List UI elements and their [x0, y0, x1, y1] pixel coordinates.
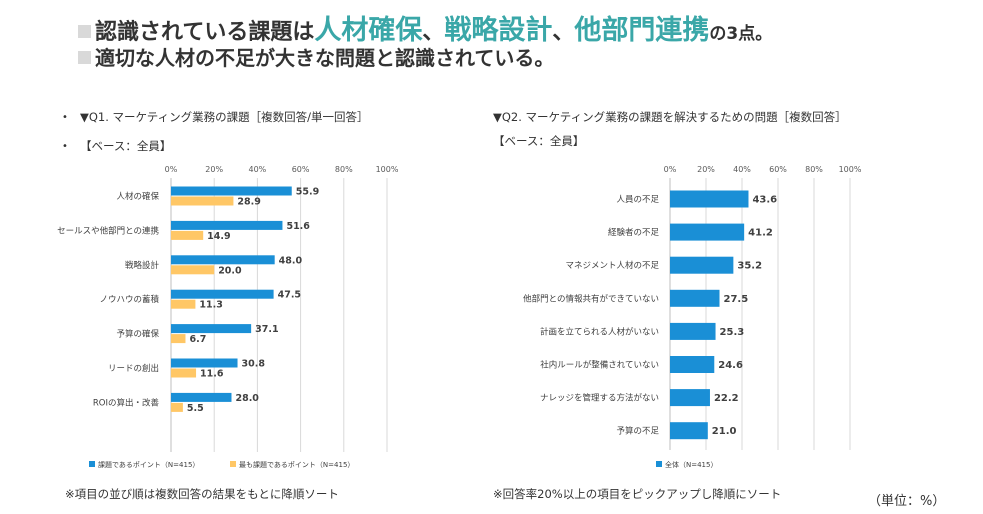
- unit-label: （単位：%）: [868, 494, 946, 509]
- headline-prefix: 認識されている課題は: [95, 20, 315, 45]
- q1-bar: [171, 289, 274, 299]
- q2-data-label: 43.6: [752, 195, 777, 206]
- q1-bar: [171, 220, 283, 230]
- right-chart-base: 【ベース：全員】: [493, 134, 585, 148]
- q1-data-label: 11.3: [199, 300, 222, 311]
- headline-suffix: の3点。: [709, 24, 773, 44]
- q1-data-label: 11.6: [200, 369, 224, 380]
- q2-bar: [670, 356, 715, 373]
- q1-bar: [171, 186, 292, 196]
- q1-bar: [171, 368, 197, 378]
- q1-category-label: ノウハウの蓄積: [99, 294, 159, 305]
- q1-data-label: 14.9: [207, 231, 230, 242]
- q2-x-tick-label: 20%: [697, 165, 715, 174]
- q1-x-tick-label: 60%: [292, 165, 310, 174]
- q1-bar: [171, 334, 186, 344]
- q1-bar: [171, 196, 234, 206]
- q2-x-tick-label: 0%: [664, 165, 677, 174]
- q1-legend-label: 最も課題であるポイント（N=415）: [239, 460, 354, 469]
- q1-data-label: 47.5: [278, 290, 301, 301]
- q2-data-label: 25.3: [720, 327, 745, 338]
- q1-bar: [171, 392, 232, 402]
- q1-legend-swatch: [230, 461, 236, 467]
- q2-legend-label: 全体（N=415）: [665, 460, 717, 469]
- q2-bar: [670, 422, 708, 440]
- q2-category-label: 社内ルールが整備されていない: [540, 360, 659, 371]
- q1-bar: [171, 324, 252, 334]
- q1-data-label: 51.6: [286, 221, 310, 232]
- left-bullet-2: •: [62, 141, 68, 152]
- q1-bar: [171, 255, 275, 265]
- q2-category-label: マネジメント人材の不足: [565, 260, 659, 271]
- q1-legend-swatch: [89, 461, 95, 467]
- q2-data-label: 22.2: [714, 393, 739, 404]
- q2-bar: [670, 223, 745, 241]
- q1-x-tick-label: 40%: [249, 165, 267, 174]
- headline-line-2-text: 適切な人材の不足が大きな問題と認識されている。: [95, 46, 555, 70]
- q2-bar: [670, 389, 710, 407]
- q1-bar: [171, 402, 183, 412]
- left-bullet-1: •: [62, 112, 68, 123]
- highlight-strategy: 戦略設計: [444, 15, 553, 46]
- q2-bar: [670, 190, 749, 208]
- right-footnote: ※回答率20%以上の項目をピックアップし降順にソート: [493, 487, 782, 501]
- q1-data-label: 28.0: [235, 393, 259, 404]
- q1-x-tick-label: 20%: [205, 165, 223, 174]
- q2-bar: [670, 289, 720, 307]
- q1-bar: [171, 358, 238, 368]
- q1-category-label: リードの創出: [108, 363, 159, 374]
- highlight-collaboration: 他部門連携: [574, 15, 710, 46]
- q1-data-label: 30.8: [242, 359, 266, 370]
- q2-x-tick-label: 40%: [733, 165, 751, 174]
- q2-category-label: 人員の不足: [616, 195, 659, 205]
- highlight-talent: 人材確保: [314, 15, 423, 46]
- q1-data-label: 6.7: [189, 334, 206, 345]
- q2-x-tick-label: 100%: [839, 165, 862, 174]
- q2-category-label: 計画を立てられる人材がいない: [540, 326, 659, 337]
- q2-data-label: 24.6: [718, 360, 743, 371]
- q1-category-label: ROIの算出・改善: [93, 397, 160, 408]
- left-chart-base: 【ベース：全員】: [80, 139, 172, 153]
- q2-data-label: 21.0: [712, 426, 737, 437]
- headline-line-1: 認識されている課題は人材確保、戦略設計、他部門連携の3点。: [78, 8, 772, 47]
- left-footnote: ※項目の並び順は複数回答の結果をもとに降順ソート: [65, 487, 339, 501]
- q1-data-label: 5.5: [187, 403, 204, 414]
- headline-sep-1: 、: [422, 20, 445, 45]
- q1-data-label: 55.9: [296, 187, 319, 198]
- q2-bar: [670, 322, 716, 340]
- headline-sep-2: 、: [552, 20, 575, 45]
- bullet-square-icon: [78, 25, 91, 38]
- q2-x-tick-label: 60%: [769, 165, 787, 174]
- q2-data-label: 27.5: [724, 294, 749, 305]
- q1-category-label: 人材の確保: [116, 191, 159, 202]
- q1-data-label: 20.0: [218, 265, 242, 276]
- bullet-square-icon: [78, 51, 91, 64]
- q1-category-label: セールスや他部門との連携: [57, 225, 159, 236]
- q1-bar: [171, 299, 196, 309]
- q1-bar: [171, 230, 204, 240]
- q1-data-label: 37.1: [255, 324, 278, 335]
- q2-data-label: 41.2: [748, 228, 773, 239]
- q1-category-label: 予算の確保: [116, 329, 159, 340]
- q1-legend-label: 課題であるポイント（N=415）: [98, 460, 199, 469]
- right-chart-title: ▼Q2. マーケティング業務の課題を解決するための問題［複数回答］: [493, 110, 847, 124]
- q1-x-tick-label: 100%: [376, 165, 399, 174]
- left-chart-title: ▼Q1. マーケティング業務の課題［複数回答/単一回答］: [80, 110, 369, 124]
- q1-category-label: 戦略設計: [125, 260, 160, 271]
- q1-data-label: 28.9: [237, 197, 260, 208]
- headline-line-2: 適切な人材の不足が大きな問題と認識されている。: [78, 42, 554, 71]
- q1-x-tick-label: 80%: [335, 165, 353, 174]
- q1-x-tick-label: 0%: [165, 165, 178, 174]
- q2-data-label: 35.2: [737, 261, 762, 272]
- q1-bar: [171, 265, 215, 275]
- q2-category-label: ナレッジを管理する方法がない: [540, 393, 659, 404]
- q2-category-label: 他部門との情報共有ができていない: [523, 293, 659, 304]
- q1-data-label: 48.0: [279, 255, 303, 266]
- q2-category-label: 経験者の不足: [608, 227, 660, 238]
- q2-bar: [670, 256, 734, 274]
- q2-category-label: 予算の不足: [616, 426, 659, 437]
- q2-x-tick-label: 80%: [805, 165, 823, 174]
- q2-legend-swatch: [656, 461, 662, 467]
